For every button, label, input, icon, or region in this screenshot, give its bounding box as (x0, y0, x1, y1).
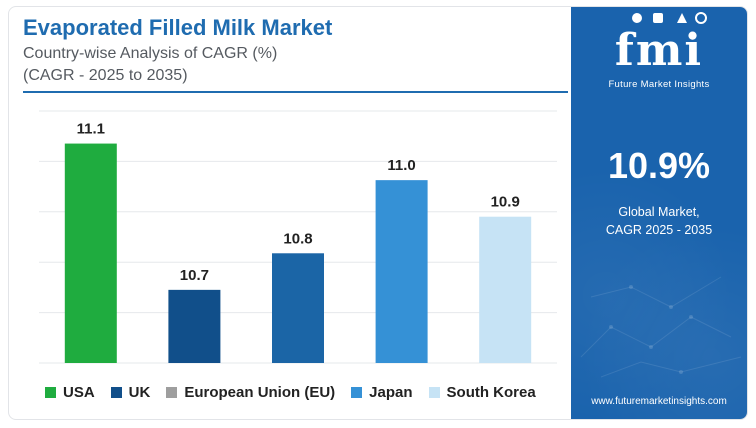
legend-item: USA (45, 384, 95, 401)
bar-japan (375, 180, 428, 363)
legend-label: South Korea (446, 383, 536, 401)
legend-label: USA (63, 383, 95, 401)
global-cagr-value: 10.9% (607, 145, 711, 186)
decorative-network (580, 276, 742, 378)
logo-tagline: Future Market Insights (608, 79, 710, 90)
data-label: 11.0 (387, 157, 415, 174)
page-title: Evaporated Filled Milk Market (23, 15, 333, 40)
global-cagr-label-line1: Global Market, (618, 205, 700, 219)
infographic-card: Evaporated Filled Milk Market Country-wi… (8, 6, 748, 420)
global-cagr-label: Global Market, CAGR 2025 - 2035 (571, 203, 747, 239)
legend-item: European Union (EU) (166, 384, 335, 401)
legend-swatch (166, 386, 178, 398)
legend-swatch (428, 386, 440, 398)
logo-mark: fmi (614, 25, 704, 76)
legend-label: European Union (EU) (184, 383, 336, 401)
bar-usa (64, 143, 117, 363)
legend-item: South Korea (428, 383, 536, 401)
legend-item: UK (110, 383, 151, 401)
title-divider (23, 91, 568, 93)
legend-swatch (45, 386, 56, 398)
legend-item: Japan (351, 383, 413, 401)
website-url: www.futuremarketinsights.com (591, 396, 727, 407)
chart-period: (CAGR - 2025 to 2035) (23, 67, 188, 84)
data-label: 10.8 (283, 230, 312, 247)
chart-legend: USA UK European Union (EU) Japan South Korea (45, 382, 552, 402)
data-label: 10.9 (491, 194, 520, 211)
bar-south-korea (479, 216, 532, 363)
data-label: 11.1 (77, 121, 105, 138)
bar-chart: 11.1 10.7 10.8 11.0 10.9 (39, 110, 557, 364)
bar-european-union-eu (272, 253, 324, 363)
chart-subtitle: Country-wise Analysis of CAGR (%) (23, 45, 278, 62)
sidebar-panel: fmi Future Market Insights 10.9% Global … (571, 7, 747, 419)
fmi-logo: fmi Future Market Insights (571, 15, 747, 91)
logo-icons (632, 12, 707, 24)
legend-swatch (351, 386, 363, 398)
data-label: 10.7 (180, 267, 209, 284)
legend-label: Japan (369, 383, 413, 401)
global-cagr-label-line2: CAGR 2025 - 2035 (605, 223, 713, 237)
legend-label: UK (128, 383, 151, 401)
bar-uk (168, 289, 221, 363)
legend-swatch (110, 386, 122, 398)
